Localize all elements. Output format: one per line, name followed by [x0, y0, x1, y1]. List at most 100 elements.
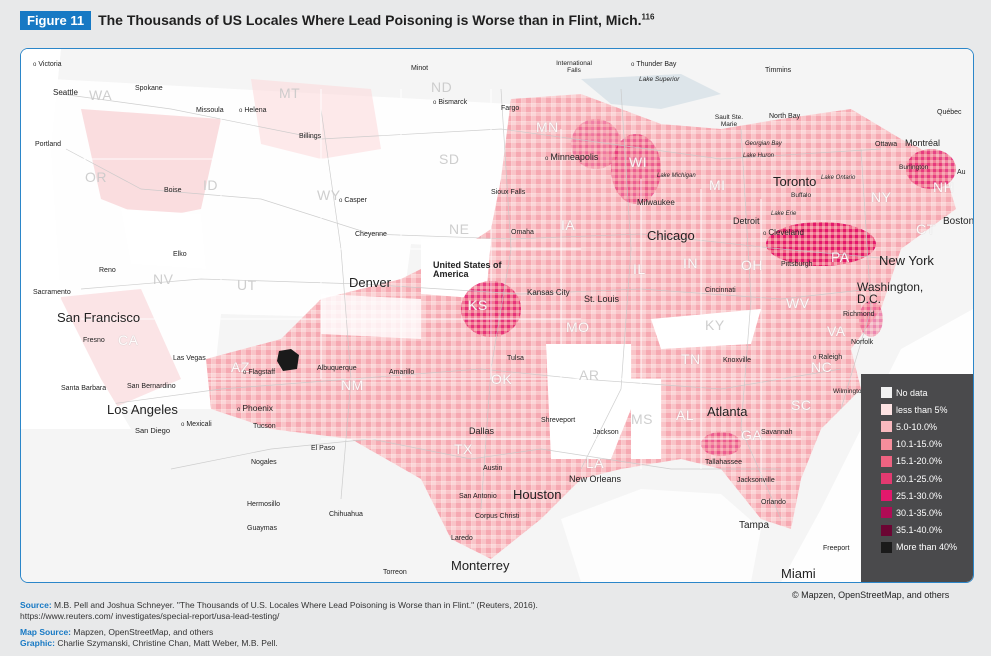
city-label: Buffalo [791, 192, 812, 199]
city-label: El Paso [311, 445, 336, 452]
city-label: Jacksonville [737, 477, 775, 484]
city-label: Lake Huron [743, 153, 775, 159]
state-label: NH [933, 179, 955, 195]
city-label: Ottawa [875, 141, 898, 148]
legend-item: 20.1-25.0% [881, 470, 973, 487]
city-label: Bismarck [433, 99, 467, 106]
city-label: Lake Michigan [657, 173, 696, 179]
map-svg [21, 49, 973, 582]
city-label: Au [957, 169, 966, 176]
legend-swatch [881, 490, 892, 502]
city-label: San Francisco [57, 310, 141, 325]
city-label: Washington, D.C. [857, 280, 924, 306]
city-label: Albuquerque [317, 365, 357, 372]
county-fill-montana [251, 79, 381, 159]
legend-label: 10.1-15.0% [896, 439, 943, 450]
gulf-of-mexico [561, 489, 761, 582]
legend-label: 20.1-25.0% [896, 473, 943, 484]
city-label: Cheyenne [355, 231, 387, 238]
state-label: WY [317, 187, 341, 203]
city-label: Fresno [83, 337, 105, 344]
city-label: Chihuahua [329, 511, 363, 518]
city-label: Billings [299, 133, 322, 140]
city-label: Boise [164, 187, 182, 194]
legend-label: 30.1-35.0% [896, 507, 943, 518]
city-label: Torreon [383, 569, 407, 576]
city-label: Victoria [33, 61, 61, 68]
city-label: Freeport [823, 545, 850, 552]
city-label: Montréal [905, 138, 941, 148]
city-label: St. Louis [584, 294, 620, 304]
legend-item: 30.1-35.0% [881, 504, 973, 521]
city-label: North Bay [769, 113, 801, 120]
nodata-ne-strip [321, 294, 421, 339]
hotspot-wisconsin [611, 134, 661, 204]
city-label: Shreveport [541, 417, 576, 424]
city-label: San Diego [135, 426, 171, 435]
legend-item: 25.1-30.0% [881, 487, 973, 504]
state-label: WA [89, 87, 113, 103]
legend-label: 5.0-10.0% [896, 421, 938, 432]
city-label: Casper [339, 197, 367, 204]
legend-swatch [881, 421, 892, 433]
city-label: Raleigh [813, 354, 842, 361]
city-label: Fargo [501, 105, 520, 112]
state-label: KS [468, 297, 488, 313]
state-label: PA [831, 249, 850, 265]
source-notes: Source: M.B. Pell and Joshua Schneyer. "… [20, 600, 538, 655]
city-label: Sioux Falls [491, 189, 526, 196]
city-label: New Orleans [569, 474, 622, 484]
city-label: Santa Barbara [61, 385, 107, 392]
city-label: Cincinnati [705, 287, 736, 294]
state-label: SC [791, 397, 812, 413]
city-label: Corpus Christi [475, 513, 520, 520]
state-label: LA [586, 455, 605, 471]
legend-swatch [881, 541, 892, 553]
legend-swatch [881, 473, 892, 485]
state-label: MO [566, 319, 590, 335]
choropleth-map[interactable]: WA MT ND MN OR ID WY SD WI MI NE IA NV U… [20, 48, 974, 583]
city-label: United States of America [433, 260, 502, 279]
city-label: Milwaukee [637, 198, 675, 207]
county-fill-east [206, 94, 956, 559]
state-label: OK [491, 371, 513, 387]
nodata-nebraska [421, 239, 491, 299]
city-label: Hermosillo [247, 501, 281, 508]
city-label: Boston [943, 216, 974, 227]
city-label: Houston [513, 487, 562, 502]
nodata-arkansas [546, 344, 631, 459]
city-label: Chicago [647, 228, 695, 243]
source-url[interactable]: https://www.reuters.com/ investigates/sp… [20, 610, 280, 621]
city-label: Georgian Bay [745, 141, 782, 147]
source-label: Source: [20, 600, 52, 610]
legend-item: less than 5% [881, 401, 973, 418]
city-label: Sacramento [33, 289, 71, 296]
state-label: TN [681, 351, 701, 367]
city-label: Tampa [739, 520, 770, 531]
state-label: IN [683, 255, 698, 271]
legend-item: No data [881, 384, 973, 401]
legend-label: 25.1-30.0% [896, 490, 943, 501]
city-label: New York [879, 253, 934, 268]
city-label: Norfolk [851, 339, 874, 346]
city-label: Tallahassee [705, 459, 742, 466]
state-label: NY [871, 189, 892, 205]
legend-swatch [881, 387, 892, 399]
state-label: MI [709, 177, 726, 193]
city-label: Timmins [765, 67, 792, 74]
city-label: Wilmington [833, 388, 866, 395]
city-label: Lake Superior [639, 76, 680, 83]
city-label: Reno [99, 267, 116, 274]
city-label: Flagstaff [243, 369, 275, 376]
city-label: Denver [349, 275, 391, 290]
hotspot-new-england [906, 149, 956, 189]
state-label: MS [631, 411, 653, 427]
city-label: Phoenix [237, 404, 273, 413]
nodata-kentucky [651, 309, 761, 349]
legend-swatch [881, 524, 892, 536]
hotspot-georgia [701, 432, 741, 456]
legend-item: 10.1-15.0% [881, 436, 973, 453]
city-label: Tulsa [507, 355, 524, 362]
city-label: Toronto [773, 174, 817, 189]
city-label: San Antonio [459, 493, 497, 500]
